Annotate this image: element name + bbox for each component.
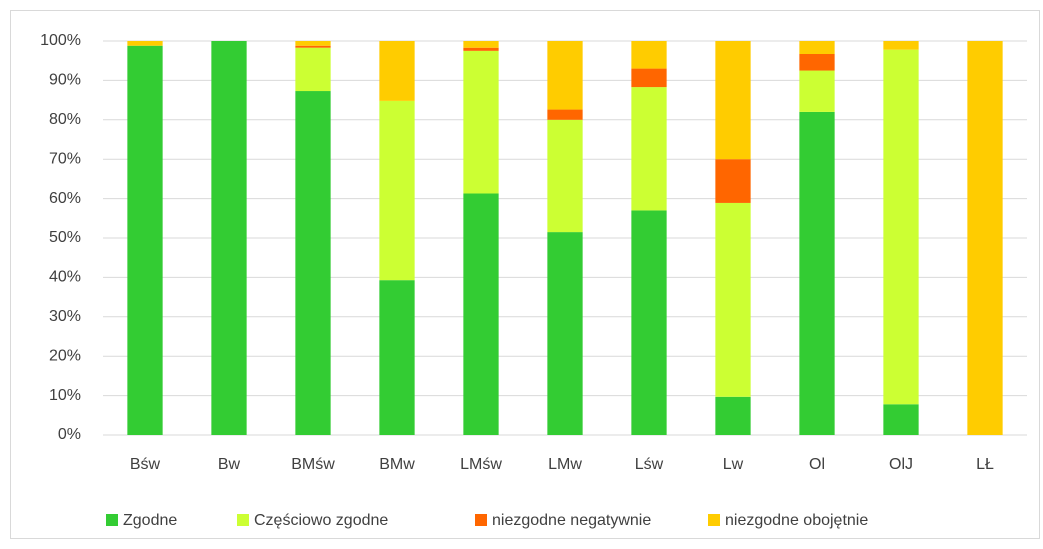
bar-segment: [379, 280, 415, 435]
bar-segment: [715, 41, 751, 160]
bar-segment: [631, 41, 667, 69]
x-tick-label: LMw: [548, 456, 582, 473]
x-tick-label: OlJ: [889, 456, 913, 473]
x-tick-label: Bw: [218, 456, 241, 473]
x-tick-label: Lw: [723, 456, 744, 473]
bar-segment: [631, 210, 667, 435]
bar-segment: [547, 232, 583, 435]
bar-segment: [127, 41, 163, 46]
x-tick-label: BMw: [379, 456, 415, 473]
legend-swatch: [106, 514, 118, 526]
y-tick-label: 0%: [58, 426, 81, 443]
y-tick-label: 50%: [49, 229, 81, 246]
bar-segment: [463, 50, 499, 194]
x-tick-label: LMśw: [460, 456, 502, 473]
bar-segment: [295, 47, 331, 92]
legend-swatch: [708, 514, 720, 526]
legend-label: niezgodne negatywnie: [492, 512, 651, 529]
bar-segment: [631, 68, 667, 88]
x-tick-label: Bśw: [130, 456, 161, 473]
y-tick-label: 20%: [49, 347, 81, 364]
y-tick-label: 90%: [49, 72, 81, 89]
bar-segment: [799, 54, 835, 71]
bar-segment: [715, 202, 751, 397]
legend-swatch: [475, 514, 487, 526]
bar-segment: [463, 47, 499, 51]
legend-label: Zgodne: [123, 512, 177, 529]
bar-segment: [799, 111, 835, 436]
y-tick-label: 10%: [49, 387, 81, 404]
legend-label: Częściowo zgodne: [254, 512, 388, 529]
x-tick-label: Lśw: [635, 456, 664, 473]
y-tick-label: 40%: [49, 269, 81, 286]
bar-segment: [379, 100, 415, 281]
legend-swatch: [237, 514, 249, 526]
legend-label: niezgodne obojętnie: [725, 512, 868, 529]
chart-border: [10, 10, 1040, 539]
bar-segment: [547, 119, 583, 233]
bar-segment: [883, 49, 919, 405]
bar-segment: [883, 404, 919, 435]
bar-segment: [715, 159, 751, 203]
bar-segment: [967, 41, 1003, 435]
x-tick-label: LŁ: [976, 456, 994, 473]
bar-segment: [463, 41, 499, 48]
bar-segment: [379, 41, 415, 101]
bar-segment: [715, 396, 751, 435]
bar-segment: [127, 45, 163, 436]
bar-segment: [547, 109, 583, 120]
y-tick-label: 30%: [49, 308, 81, 325]
bar-segment: [211, 41, 247, 435]
bar-segment: [463, 193, 499, 435]
y-tick-label: 100%: [40, 32, 81, 49]
bar-segment: [547, 41, 583, 110]
y-tick-label: 60%: [49, 190, 81, 207]
x-tick-label: Ol: [809, 456, 825, 473]
bar-segment: [295, 45, 331, 48]
bar-segment: [799, 70, 835, 112]
y-tick-label: 70%: [49, 150, 81, 167]
bar-segment: [295, 41, 331, 46]
y-tick-label: 80%: [49, 111, 81, 128]
bar-segment: [631, 87, 667, 211]
bar-segment: [295, 91, 331, 436]
bar-segment: [799, 41, 835, 55]
x-tick-label: BMśw: [291, 456, 335, 473]
bar-segment: [883, 41, 919, 50]
